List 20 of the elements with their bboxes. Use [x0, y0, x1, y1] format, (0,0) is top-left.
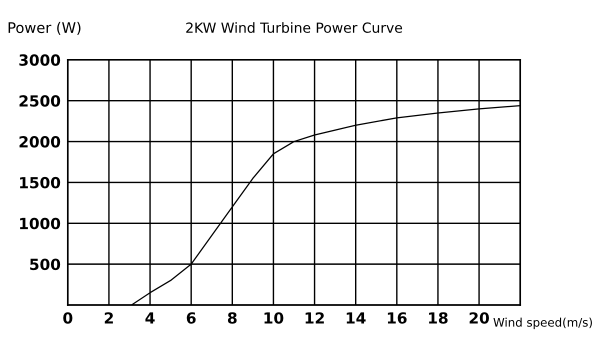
y-tick-label: 1000 — [20, 218, 60, 230]
y-tick-label: 1500 — [20, 176, 60, 188]
x-tick-label: 10 — [264, 312, 284, 324]
x-tick-label: 6 — [186, 312, 196, 324]
y-tick-label: 500 — [30, 258, 60, 270]
x-axis-title: Wind speed(m/s) — [493, 318, 592, 330]
y-axis-title: Power (W) — [8, 22, 80, 35]
chart-title: 2KW Wind Turbine Power Curve — [186, 22, 402, 33]
x-tick-label: 8 — [228, 312, 237, 324]
x-tick-label: 16 — [388, 312, 407, 324]
x-tick-label: 14 — [346, 312, 366, 324]
x-tick-label: 20 — [470, 312, 489, 324]
x-tick-label: 12 — [306, 312, 324, 324]
x-tick-label: 4 — [145, 312, 155, 324]
x-tick-label: 2 — [104, 312, 113, 324]
y-tick-label: 2000 — [20, 136, 60, 148]
x-tick-label: 0 — [63, 312, 72, 324]
y-tick-label: 3000 — [19, 54, 60, 66]
y-tick-label: 2500 — [20, 95, 60, 107]
x-tick-label: 18 — [429, 312, 448, 324]
